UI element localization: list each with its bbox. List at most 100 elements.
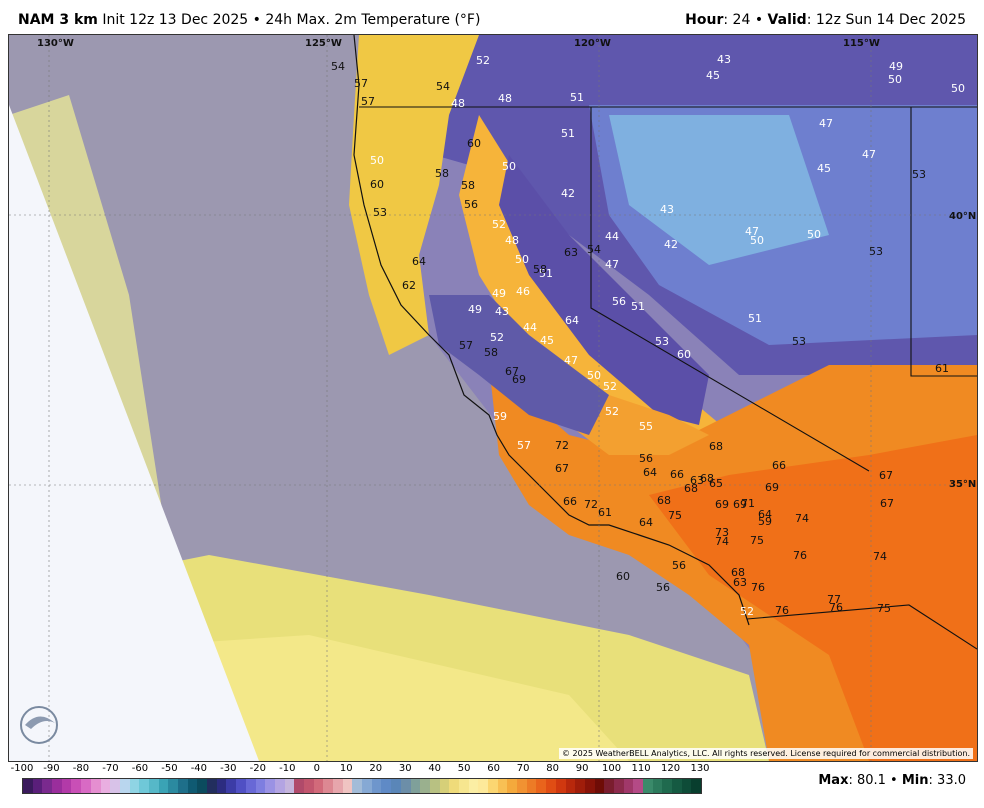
- color-legend: -100 -90 -80 -70 -60 -50 -40 -30 -20 -10 0 10 20 30 40…: [8, 763, 710, 797]
- temperature-value: 52: [740, 605, 754, 618]
- lon-label-115: 115°W: [843, 38, 880, 49]
- temperature-value: 58: [461, 179, 475, 192]
- temperature-value: 59: [758, 515, 772, 528]
- legend-swatch: [362, 779, 372, 793]
- legend-swatch: [265, 779, 275, 793]
- legend-swatch: [294, 779, 304, 793]
- temperature-value: 64: [565, 314, 579, 327]
- temperature-value: 75: [877, 602, 891, 615]
- temperature-value: 76: [829, 601, 843, 614]
- legend-swatch: [119, 779, 130, 793]
- legend-swatch: [643, 779, 653, 793]
- legend-swatch: [129, 779, 140, 793]
- temperature-value: 57: [517, 439, 531, 452]
- temperature-value: 77: [827, 593, 841, 606]
- legend-swatch: [478, 779, 488, 793]
- temperature-value: 52: [603, 380, 617, 393]
- legend-swatch: [61, 779, 72, 793]
- lon-label-120: 120°W: [574, 38, 611, 49]
- temperature-value: 53: [869, 245, 883, 258]
- legend-swatch: [303, 779, 314, 793]
- temperature-value: 53: [912, 168, 926, 181]
- nevada-light-blue: [609, 115, 829, 265]
- temperature-value: 51: [748, 312, 762, 325]
- legend-swatch: [497, 779, 508, 793]
- temperature-value: 58: [435, 167, 449, 180]
- legend-tick: 130: [690, 763, 710, 774]
- legend-swatch: [555, 779, 566, 793]
- temperature-value: 50: [587, 369, 601, 382]
- temperature-value: 42: [664, 238, 678, 251]
- temperature-value: 67: [880, 497, 894, 510]
- legend-swatch: [178, 779, 188, 793]
- legend-tick: 110: [631, 763, 651, 774]
- temperature-value: 45: [817, 162, 831, 175]
- legend-tick: -40: [190, 763, 208, 774]
- temperature-map[interactable]: 130°W 125°W 120°W 115°W 40°N 35°N 54 57 57…: [8, 34, 978, 762]
- legend-swatch: [400, 779, 411, 793]
- temperature-value: 57: [459, 339, 473, 352]
- temperature-value: 52: [605, 405, 619, 418]
- coastline: [353, 35, 750, 626]
- lon-label-125: 125°W: [305, 38, 342, 49]
- temperature-value: 52: [476, 54, 490, 67]
- legend-tick: 90: [575, 763, 589, 774]
- legend-swatch: [681, 779, 692, 793]
- legend-swatch: [81, 779, 91, 793]
- temperature-value: 62: [402, 279, 416, 292]
- temperature-value: 63: [733, 576, 747, 589]
- copyright-notice: © 2025 WeatherBELL Analytics, LLC. All r…: [559, 748, 973, 759]
- temperature-value: 49: [889, 60, 903, 73]
- legend-swatch: [42, 779, 53, 793]
- legend-swatch: [333, 779, 343, 793]
- legend-swatch: [371, 779, 382, 793]
- temperature-value: 56: [639, 452, 653, 465]
- legend-swatch: [691, 779, 702, 793]
- max-label: Max: [818, 773, 849, 788]
- legend-swatch: [216, 779, 227, 793]
- valid-label: Valid: [767, 12, 807, 28]
- legend-tick: 50: [457, 763, 471, 774]
- temperature-value: 43: [660, 203, 674, 216]
- temperature-value: 66: [670, 468, 684, 481]
- temperature-value: 68: [684, 482, 698, 495]
- legend-swatch: [604, 779, 614, 793]
- state-borders: [359, 106, 977, 650]
- legend-swatch: [207, 779, 217, 793]
- temperature-value: 76: [751, 581, 765, 594]
- temperature-value: 58: [533, 263, 547, 276]
- legend-tick: 70: [516, 763, 530, 774]
- legend-swatch: [546, 779, 556, 793]
- legend-swatch: [32, 779, 43, 793]
- legend-swatch: [439, 779, 450, 793]
- temperature-value: 46: [516, 285, 530, 298]
- temperature-value: 67: [555, 462, 569, 475]
- hour-value: : 24 •: [723, 12, 764, 28]
- temperature-value: 58: [484, 346, 498, 359]
- temperature-value: 67: [505, 365, 519, 378]
- temperature-value: 45: [706, 69, 720, 82]
- temperature-value: 43: [495, 305, 509, 318]
- legend-swatch: [100, 779, 111, 793]
- legend-swatch: [313, 779, 324, 793]
- weatherbell-logo: [15, 703, 75, 747]
- min-label: Min: [901, 773, 929, 788]
- legend-swatch: [226, 779, 237, 793]
- temperature-value: 48: [451, 97, 465, 110]
- temperature-value: 65: [709, 477, 723, 490]
- temperature-value: 51: [631, 300, 645, 313]
- temperature-value: 63: [690, 474, 704, 487]
- legend-swatch: [633, 779, 643, 793]
- legend-swatch: [507, 779, 518, 793]
- legend-swatch: [342, 779, 353, 793]
- max-min-stats: Max: 80.1 • Min: 33.0: [818, 773, 966, 788]
- legend-tick: -90: [43, 763, 60, 774]
- temperature-value: 76: [775, 604, 789, 617]
- legend-swatch: [110, 779, 120, 793]
- temperature-value: 59: [493, 410, 507, 423]
- temperature-value: 63: [564, 246, 578, 259]
- temperature-value: 51: [561, 127, 575, 140]
- temperature-value: 57: [354, 77, 368, 90]
- temperature-value: 64: [758, 508, 772, 521]
- lat-label-40: 40°N: [949, 211, 976, 222]
